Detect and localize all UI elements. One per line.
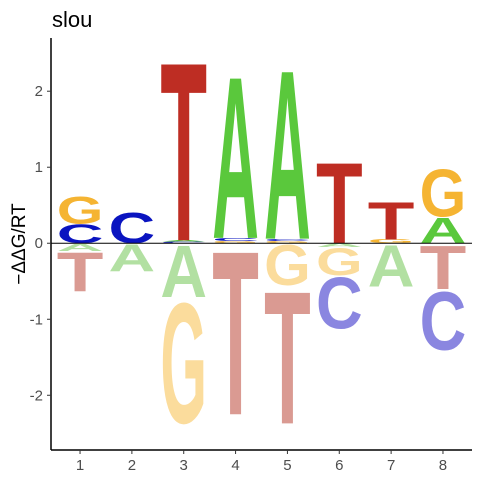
logo-letter: T [57,242,104,303]
logo-letter: C [160,241,207,243]
x-tick-label: 8 [439,457,447,474]
chart-title: slou [52,7,92,32]
logo-letter: G [264,234,311,298]
logo-letter: G [420,155,467,231]
x-tick-label: 6 [335,457,343,474]
logo-letter: T [368,191,415,252]
x-tick-label: 7 [387,457,395,474]
logo-letter: G [160,268,207,460]
x-tick-label: 2 [128,457,136,474]
logo-letter: G [212,240,259,243]
y-tick-label: 0 [35,235,43,252]
logo-letter: T [160,9,207,295]
logo-letter: A [57,241,104,253]
logo-letter: A [420,211,467,251]
logo-letter: A [316,242,363,248]
x-tick-label: 4 [231,457,239,474]
y-tick-label: 2 [35,83,43,100]
logo-letter: A [160,240,207,242]
x-tick-label: 5 [283,457,291,474]
x-tick-label: 3 [180,457,188,474]
logo-letter: G [316,240,363,284]
y-axis-label: −ΔΔG/RT [9,203,30,285]
x-tick-label: 1 [76,457,84,474]
logo-letter: C [420,274,467,368]
logo-letter: A [368,234,415,300]
y-tick-label: -1 [30,311,43,328]
y-tick-label: 1 [35,159,43,176]
logo-letter: G [264,240,311,243]
logo-letter: A [264,20,311,291]
logo-letter: T [316,140,363,268]
y-tick-label: -2 [30,387,43,404]
logo-letter: C [316,263,363,345]
logo-letter: C [57,219,104,249]
logo-letter: G [368,239,415,245]
logo-letter: C [212,237,259,242]
logo-letter: T [420,232,467,302]
logo-letter: C [264,238,311,241]
logo-letter: C [109,204,156,253]
logo-letter: T [264,252,311,465]
logo-letter: A [109,237,156,280]
logo-letter: T [212,202,259,464]
logo-letter: A [160,230,207,313]
logo-letter: G [57,188,104,232]
logo-letter: A [212,30,259,289]
